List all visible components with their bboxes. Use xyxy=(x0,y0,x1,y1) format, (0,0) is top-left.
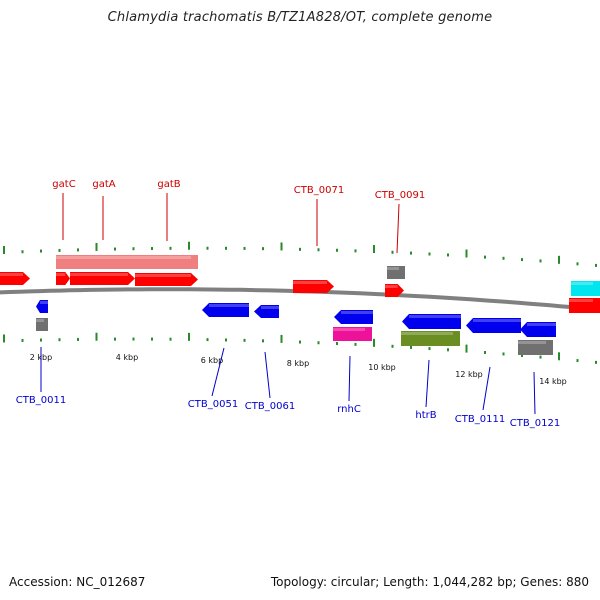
gene-arrow-ctb-0121 xyxy=(520,322,556,337)
gene-arrow-rnhc xyxy=(334,310,373,324)
scale-label-14-kbp: 14 kbp xyxy=(539,377,567,386)
leader-line xyxy=(396,203,400,254)
gene-label-gata: gatA xyxy=(92,179,115,190)
gene-label-rnhc: rnhC xyxy=(337,404,361,415)
gene-label-ctb-0111: CTB_0111 xyxy=(455,414,505,425)
gene-label-gatc: gatC xyxy=(52,179,75,190)
gene-block-rnhc xyxy=(333,327,372,341)
gene-arrow-ctb-0011 xyxy=(36,300,48,313)
scale-label-6-kbp: 6 kbp xyxy=(201,356,223,365)
map-title: Chlamydia trachomatis B/TZ1A828/OT, comp… xyxy=(107,10,493,25)
gene-block-gat xyxy=(56,255,198,269)
gene-arrow xyxy=(0,272,30,285)
gene-label-ctb-0121: CTB_0121 xyxy=(510,418,560,429)
scale-label-10-kbp: 10 kbp xyxy=(368,363,396,372)
scale-labels: 2 kbp 4 kbp 6 kbp 8 kbp 10 kbp 12 kbp 14 kbp xyxy=(30,353,567,386)
gene-track xyxy=(0,255,600,355)
scale-label-8-kbp: 8 kbp xyxy=(287,359,309,368)
scale-label-4-kbp: 4 kbp xyxy=(116,353,138,362)
gene-label-ctb-0071: CTB_0071 xyxy=(294,185,344,196)
leader-line xyxy=(264,351,271,399)
gene-arrow-ctb-0051 xyxy=(202,303,249,317)
gene-block-ctb-0011 xyxy=(36,318,48,331)
gene-block-ctb-0091 xyxy=(387,266,405,279)
gene-label-htrb: htrB xyxy=(415,410,436,421)
topology-text: Topology: circular; Length: 1,044,282 bp… xyxy=(270,575,589,589)
gene-arrow-ctb-0071 xyxy=(293,280,334,293)
scale-label-2-kbp: 2 kbp xyxy=(30,353,52,362)
outer-tick-ring xyxy=(3,241,597,267)
gene-label-ctb-0051: CTB_0051 xyxy=(188,399,238,410)
leader-line xyxy=(425,359,430,408)
gene-block-htrb xyxy=(401,331,460,346)
leader-line xyxy=(211,347,225,397)
label-leaders xyxy=(40,193,536,415)
gene-arrow-gata xyxy=(70,272,135,285)
gene-label-ctb-0091: CTB_0091 xyxy=(375,190,425,201)
gene-arrow-ctb-0091 xyxy=(385,284,404,297)
gene-label-gatb: gatB xyxy=(157,179,180,190)
leader-line xyxy=(482,366,491,411)
gene-arrow-ctb-0061 xyxy=(254,305,279,318)
scale-label-12-kbp: 12 kbp xyxy=(455,370,483,379)
gene-arrow-htrb-a xyxy=(402,314,461,329)
gene-block xyxy=(569,298,600,313)
gene-label-ctb-0061: CTB_0061 xyxy=(245,401,295,412)
gene-arrow-gatc xyxy=(56,272,70,285)
accession-text: Accession: NC_012687 xyxy=(9,575,146,589)
gene-label-ctb-0011: CTB_0011 xyxy=(16,395,66,406)
gene-arrow-ctb-0111 xyxy=(466,318,521,333)
gene-block-ctb-0121 xyxy=(518,340,553,355)
inner-tick-ring xyxy=(3,332,597,364)
leader-line xyxy=(348,355,351,402)
gene-block-cyan xyxy=(571,281,600,296)
gene-labels: gatC gatA gatB CTB_0071 CTB_0091 CTB_0011 CTB_… xyxy=(16,179,560,429)
leader-line xyxy=(533,371,536,415)
gene-arrow-gatb xyxy=(135,273,198,286)
